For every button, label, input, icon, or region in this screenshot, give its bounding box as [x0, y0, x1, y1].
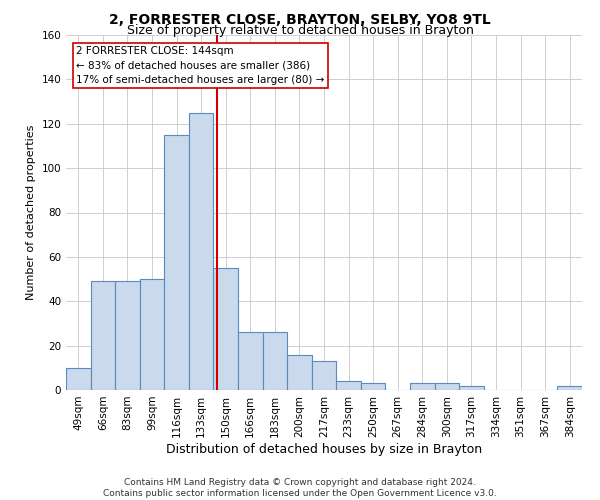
Text: Contains HM Land Registry data © Crown copyright and database right 2024.
Contai: Contains HM Land Registry data © Crown c… — [103, 478, 497, 498]
Bar — [410, 384, 434, 390]
Bar — [312, 361, 336, 390]
Bar — [238, 332, 263, 390]
Bar — [214, 268, 238, 390]
Text: 2, FORRESTER CLOSE, BRAYTON, SELBY, YO8 9TL: 2, FORRESTER CLOSE, BRAYTON, SELBY, YO8 … — [109, 12, 491, 26]
Bar — [459, 386, 484, 390]
Bar — [263, 332, 287, 390]
X-axis label: Distribution of detached houses by size in Brayton: Distribution of detached houses by size … — [166, 442, 482, 456]
Bar — [66, 368, 91, 390]
Bar — [361, 384, 385, 390]
Bar — [336, 381, 361, 390]
Bar — [140, 279, 164, 390]
Text: Size of property relative to detached houses in Brayton: Size of property relative to detached ho… — [127, 24, 473, 37]
Y-axis label: Number of detached properties: Number of detached properties — [26, 125, 36, 300]
Bar — [115, 282, 140, 390]
Text: 2 FORRESTER CLOSE: 144sqm
← 83% of detached houses are smaller (386)
17% of semi: 2 FORRESTER CLOSE: 144sqm ← 83% of detac… — [76, 46, 325, 86]
Bar — [287, 354, 312, 390]
Bar — [557, 386, 582, 390]
Bar — [164, 135, 189, 390]
Bar — [189, 112, 214, 390]
Bar — [91, 282, 115, 390]
Bar — [434, 384, 459, 390]
